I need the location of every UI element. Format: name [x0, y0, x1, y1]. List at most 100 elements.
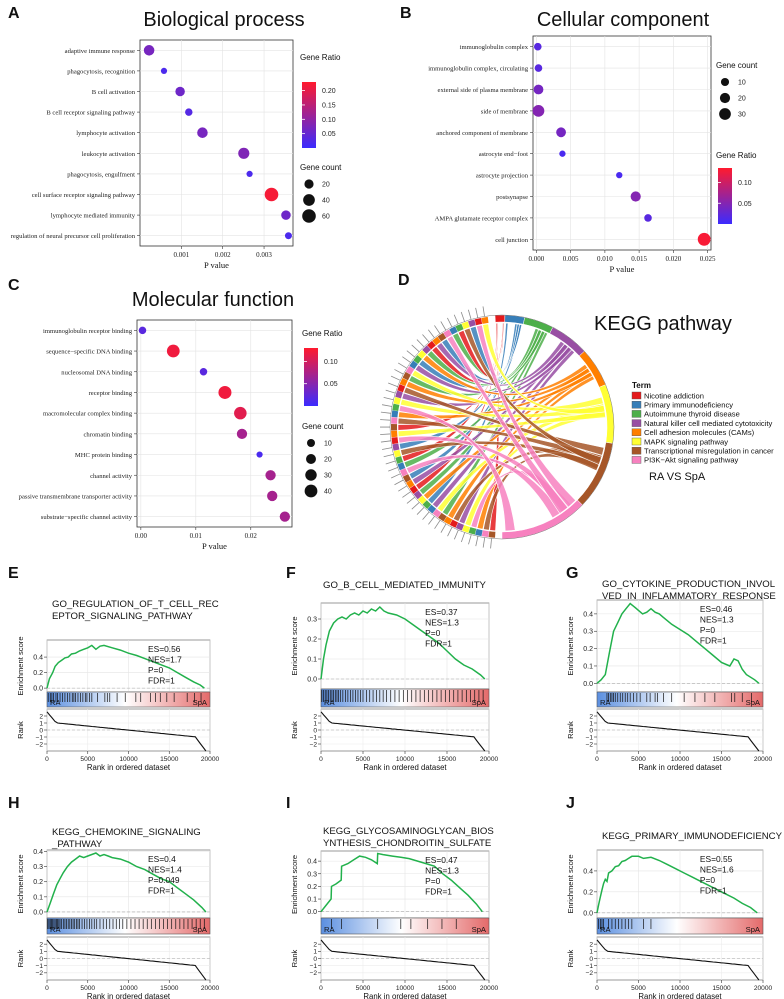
panel-letter-J: J	[566, 795, 575, 812]
rank-tick-label: 1	[313, 720, 317, 727]
y-tick-label: 0.3	[307, 871, 317, 878]
es-axis-label: Enrichment score	[16, 854, 25, 913]
color-legend-title: Gene Ratio	[716, 151, 757, 160]
rank-tick-label: 1	[39, 720, 43, 727]
gene-label-mark	[460, 532, 466, 543]
left-group-label: RA	[600, 698, 611, 707]
size-legend-dot	[304, 484, 318, 498]
color-bar	[302, 82, 316, 148]
gene-label-mark	[380, 433, 391, 435]
dotplot-c: Molecular function immunoglobulin recepto…	[19, 289, 344, 551]
left-group-label: RA	[600, 925, 611, 934]
gene-label-mark	[388, 382, 398, 388]
term-legend-swatch	[631, 410, 642, 418]
x-tick-label: 0	[45, 985, 49, 992]
size-legend-dot	[307, 439, 315, 447]
category-label: B cell receptor signaling pathway	[46, 110, 135, 117]
rank-tick-label: 2	[313, 713, 317, 720]
term-legend-label: MAPK signaling pathway	[644, 437, 728, 446]
dot-6	[236, 428, 248, 439]
x-tick-label: 0	[319, 985, 323, 992]
rank-curve	[320, 939, 486, 981]
x-axis-label: Rank in ordered dataset	[638, 992, 722, 999]
category-label: astrocyte end−foot	[479, 151, 528, 158]
panel-letter-D: D	[398, 272, 410, 289]
gene-sector	[449, 519, 459, 528]
y-tick-label: 0.2	[583, 646, 593, 653]
gene-sector	[393, 397, 401, 405]
size-legend-label: 20	[324, 457, 332, 464]
x-axis-label: P value	[204, 260, 229, 270]
gene-sector	[399, 468, 409, 477]
stat-label: FDR=1	[148, 676, 175, 686]
x-axis-label: Rank in ordered dataset	[638, 763, 722, 772]
category-label: B cell activation	[92, 89, 136, 96]
rank-tick-label: −1	[585, 963, 593, 970]
category-label: chromatin binding	[83, 431, 132, 438]
x-axis-label: P value	[610, 264, 635, 274]
term-legend-label: Autoimmune thyroid disease	[644, 410, 740, 419]
size-legend-dot	[720, 77, 730, 87]
x-axis-label: Rank in ordered dataset	[87, 763, 171, 772]
gene-sector	[462, 524, 471, 533]
gene-sector	[481, 316, 489, 324]
x-tick-label: 0.015	[631, 255, 647, 263]
size-legend-label: 10	[738, 80, 746, 87]
rank-axis-label: Rank	[566, 949, 575, 967]
gene-sector	[443, 329, 452, 338]
size-legend-dot	[306, 454, 316, 464]
x-axis-label: P value	[202, 541, 227, 551]
category-label: nucleosomal DNA binding	[61, 369, 132, 376]
rank-tick-label: 2	[589, 713, 593, 720]
chord-ribbon	[431, 322, 498, 383]
rank-tick-label: 0	[589, 956, 593, 963]
x-tick-label: 0	[319, 756, 323, 763]
category-label: immunoglobulin complex	[460, 44, 529, 51]
rank-curve	[596, 939, 760, 981]
color-bar-label: 0.05	[324, 381, 338, 388]
gene-label-mark	[402, 491, 411, 498]
chord-ribbon	[398, 405, 516, 532]
x-tick-label: 5000	[631, 756, 646, 763]
x-tick-label: 15000	[160, 756, 179, 763]
size-legend-label: 20	[322, 182, 330, 189]
gene-label-mark	[475, 536, 479, 547]
hit-bar	[596, 917, 764, 935]
dotplot-b: Cellular component immunoglobulin complex…	[428, 9, 758, 274]
x-tick-label: 0.000	[529, 255, 545, 263]
gene-sector	[455, 323, 464, 332]
category-label: cell surface receptor signaling pathway	[32, 192, 136, 199]
stat-label: NES=1.3	[425, 618, 459, 628]
dot-5	[556, 127, 566, 138]
y-tick-label: 0.1	[583, 663, 593, 670]
gene-label-mark	[388, 467, 398, 472]
stat-label: FDR=1	[700, 886, 727, 896]
gsea-title-line: YNTHESIS_CHONDROITIN_SULFATE	[323, 838, 491, 849]
gene-sector	[402, 371, 411, 381]
dot-8	[265, 470, 276, 481]
stat-label: FDR=1	[425, 639, 452, 649]
dot-9	[644, 214, 652, 222]
category-label: immunoglobulin receptor binding	[43, 328, 133, 335]
x-tick-label: 5000	[80, 756, 95, 763]
y-tick-label: 0.2	[307, 884, 317, 891]
y-tick-label: 0.4	[33, 849, 43, 856]
category-label: side of membrane	[481, 108, 528, 115]
panel-letter-H: H	[8, 795, 20, 812]
category-label: astrocyte projection	[476, 173, 529, 180]
es-axis-label: Enrichment score	[290, 855, 299, 914]
dot-8	[264, 187, 279, 202]
category-label: passive transmembrane transporter activi…	[19, 493, 133, 500]
rank-axis-label: Rank	[290, 721, 299, 739]
category-label: phagocytosis, engulfment	[67, 171, 135, 178]
dot-9	[267, 490, 278, 502]
category-label: anchored component of membrane	[436, 130, 528, 137]
dot-9	[281, 210, 291, 220]
gene-label-mark	[434, 520, 441, 529]
left-group-label: RA	[324, 925, 335, 934]
color-bar-label: 0.15	[322, 102, 336, 109]
term-legend-label: Cell adhesion molecules (CAMs)	[644, 428, 755, 437]
x-tick-label: 20000	[480, 756, 499, 763]
color-bar-label: 0.05	[322, 131, 336, 138]
es-axis-label: Enrichment score	[16, 636, 25, 695]
